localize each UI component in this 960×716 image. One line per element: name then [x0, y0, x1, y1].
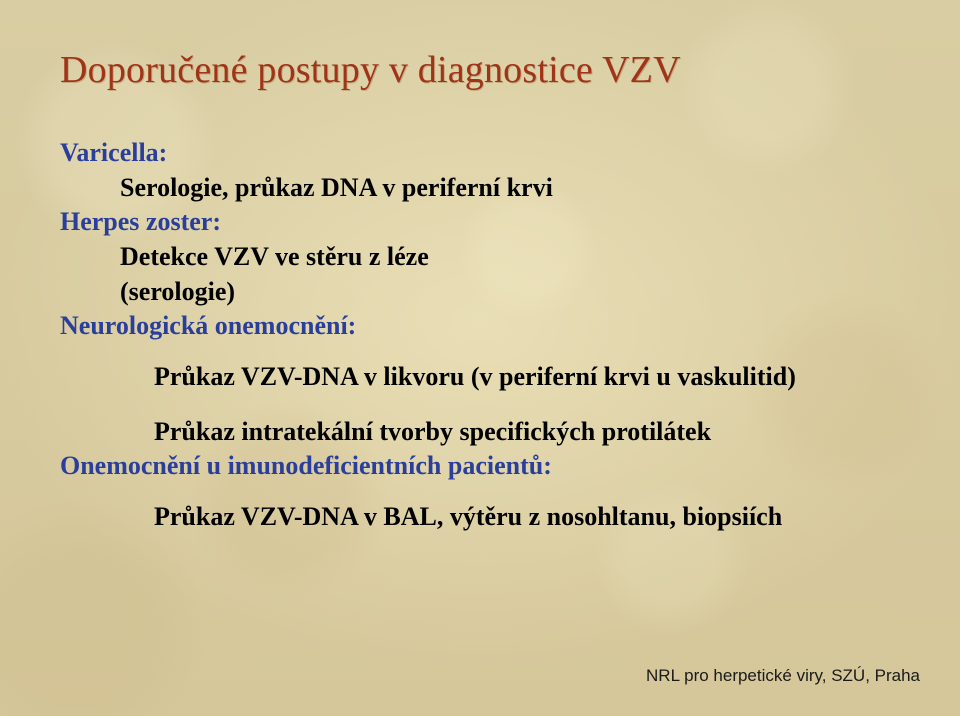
slide-content: Doporučené postupy v diagnostice VZV Var… — [0, 0, 960, 535]
herpes-line: Detekce VZV ve stěru z léze — [120, 239, 900, 274]
section-label-immuno: Onemocnění u imunodeficientních pacientů… — [60, 451, 900, 481]
neuro-line-1: Průkaz VZV-DNA v likvoru (v periferní kr… — [154, 359, 900, 394]
immuno-line: Průkaz VZV-DNA v BAL, výtěru z nosohltan… — [154, 499, 900, 534]
section-label-herpes: Herpes zoster: — [60, 207, 900, 237]
slide-title: Doporučené postupy v diagnostice VZV — [60, 48, 900, 92]
neuro-line-2: Průkaz intratekální tvorby specifických … — [154, 414, 900, 449]
section-label-neuro: Neurologická onemocnění: — [60, 311, 900, 341]
slide: Doporučené postupy v diagnostice VZV Var… — [0, 0, 960, 716]
section-label-varicella: Varicella: — [60, 138, 900, 168]
herpes-paren: (serologie) — [120, 274, 900, 309]
footer-text: NRL pro herpetické viry, SZÚ, Praha — [646, 666, 920, 686]
varicella-line: Serologie, průkaz DNA v periferní krvi — [120, 170, 900, 205]
